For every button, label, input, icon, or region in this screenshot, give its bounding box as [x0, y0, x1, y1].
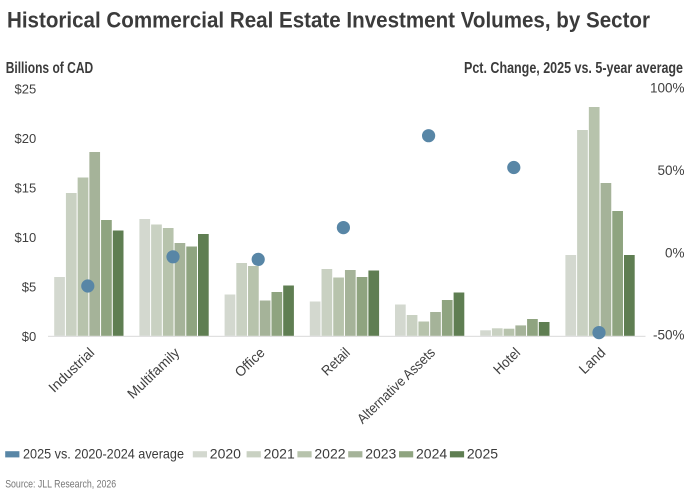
- svg-text:$15: $15: [14, 180, 36, 195]
- svg-text:Historical Commercial Real Est: Historical Commercial Real Estate Invest…: [7, 8, 650, 33]
- svg-text:0%: 0%: [665, 245, 685, 260]
- svg-text:2020: 2020: [210, 446, 241, 462]
- svg-text:-50%: -50%: [653, 328, 685, 343]
- svg-text:$0: $0: [22, 329, 36, 344]
- svg-text:2024: 2024: [416, 446, 447, 462]
- svg-text:Pct. Change, 2025 vs. 5-year a: Pct. Change, 2025 vs. 5-year average: [464, 60, 683, 77]
- svg-text:2025: 2025: [467, 446, 498, 462]
- svg-text:100%: 100%: [650, 81, 685, 96]
- svg-text:$20: $20: [14, 131, 36, 146]
- svg-text:50%: 50%: [657, 163, 684, 178]
- svg-text:$25: $25: [14, 81, 36, 96]
- svg-text:$5: $5: [22, 280, 36, 295]
- svg-text:Source: JLL Research, 2026: Source: JLL Research, 2026: [5, 479, 116, 491]
- svg-text:2022: 2022: [314, 446, 345, 462]
- svg-text:$10: $10: [14, 230, 36, 245]
- svg-text:Billions of CAD: Billions of CAD: [6, 60, 94, 77]
- svg-text:2025 vs. 2020-2024 average: 2025 vs. 2020-2024 average: [23, 446, 184, 462]
- svg-text:2021: 2021: [264, 446, 295, 462]
- svg-text:2023: 2023: [365, 446, 396, 462]
